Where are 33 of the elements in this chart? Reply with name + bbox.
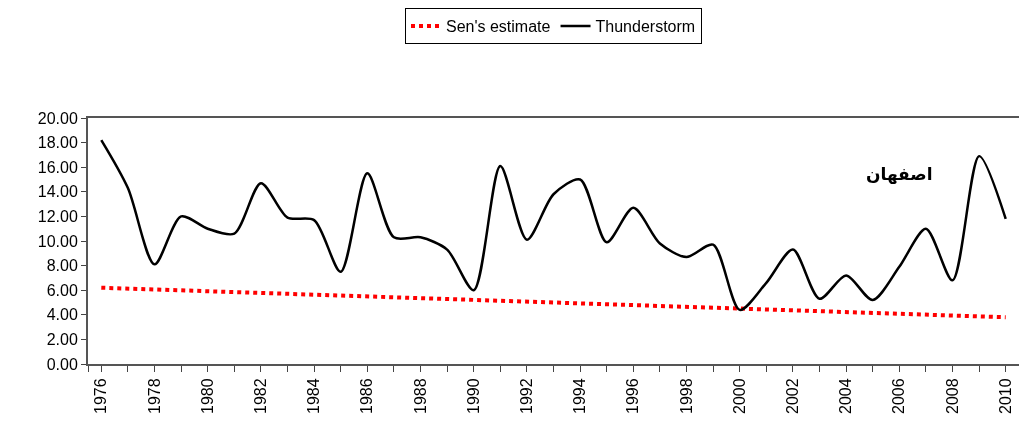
x-tick-label: 2008	[943, 378, 961, 414]
x-tick-label: 1994	[571, 378, 589, 414]
y-tick-label: 6.00	[46, 281, 78, 299]
legend-label: Sen's estimate	[446, 18, 551, 36]
x-tick-label: 1990	[464, 378, 482, 414]
x-tick-label: 1980	[198, 378, 216, 414]
y-tick-label: 18.00	[37, 134, 78, 152]
y-tick-label: 10.00	[37, 232, 78, 250]
legend-label: Thunderstorm	[595, 18, 696, 36]
x-tick-label: 1988	[411, 378, 429, 414]
x-tick-label: 2004	[837, 378, 855, 414]
x-tick-label: 1986	[358, 378, 376, 414]
y-tick-label: 20.00	[37, 109, 78, 127]
x-tick-label: 1982	[252, 378, 270, 414]
annotation: اصفهان	[866, 164, 933, 185]
x-tick-label: 1998	[677, 378, 695, 414]
y-tick-label: 14.00	[37, 183, 78, 201]
x-tick-label: 1976	[92, 378, 110, 414]
x-tick-label: 1978	[145, 378, 163, 414]
y-tick-label: 4.00	[46, 306, 78, 324]
x-tick-label: 2002	[784, 378, 802, 414]
x-tick-label: 2000	[730, 378, 748, 414]
x-tick-label: 1996	[624, 378, 642, 414]
x-tick-label: 1992	[518, 378, 536, 414]
line-series	[100, 138, 1007, 312]
x-tick-label: 1984	[305, 378, 323, 414]
y-tick-label: 12.00	[37, 208, 78, 225]
y-tick-label: 16.00	[37, 158, 78, 176]
y-tick-label: 2.00	[46, 331, 78, 348]
y-tick-label: 8.00	[46, 257, 78, 275]
y-tick-label: 0.00	[46, 355, 78, 373]
x-tick-label: 2006	[890, 378, 908, 414]
x-tick-label: 2010	[996, 378, 1014, 414]
